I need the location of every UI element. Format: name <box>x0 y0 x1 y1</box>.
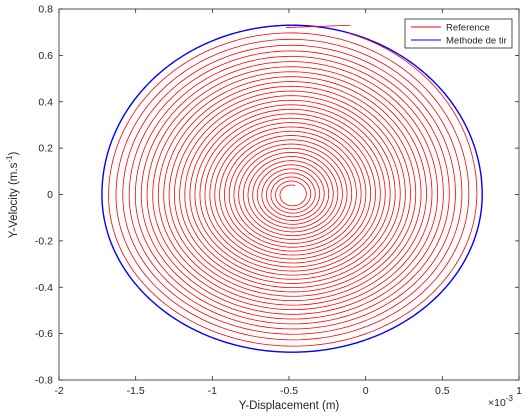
y-tick-label: -0.6 <box>35 328 53 340</box>
legend-label-reference: Reference <box>446 23 490 34</box>
y-tick-label: -0.8 <box>35 375 53 387</box>
svg-text:×10-3: ×10-3 <box>488 394 513 409</box>
y-tick-label: 0.6 <box>38 50 53 62</box>
y-axis-title-group: Y-Velocity (m.s-1) <box>5 152 20 239</box>
x-multiplier-base: ×10 <box>488 397 506 409</box>
x-tick-label: -1.5 <box>127 385 145 397</box>
tick-layer: -2 -1.5 -1 -0.5 0 0.5 1 -0.8 -0.6 -0.4 -0.2 0 0.2 0.4… <box>35 4 522 398</box>
legend: Reference Methode de tir <box>404 18 513 49</box>
legend-box <box>404 18 513 49</box>
y-axis-title-main: Y-Velocity (m.s <box>8 162 20 238</box>
x-axis-title: Y-Displacement (m) <box>239 400 340 412</box>
y-axis-title: Y-Velocity (m.s-1) <box>5 152 20 239</box>
y-tick-label: 0.2 <box>38 143 53 155</box>
series-line-methode-de-tir <box>101 24 483 353</box>
x-tick-label: 0 <box>363 385 369 397</box>
x-tick-label: 1 <box>516 385 522 397</box>
x-tick-label: 0.5 <box>435 385 450 397</box>
x-tick-label: -2 <box>54 385 63 397</box>
x-multiplier-exponent: -3 <box>506 394 514 403</box>
y-tick-label: 0.4 <box>38 96 53 108</box>
y-axis-title-exponent: -1 <box>5 155 14 163</box>
y-tick-label: 0 <box>47 189 53 201</box>
y-tick-label: -0.2 <box>35 235 53 247</box>
x-tick-label: -0.5 <box>280 385 298 397</box>
series-line-reference <box>108 24 478 347</box>
x-tick-label: -1 <box>208 385 217 397</box>
legend-label-methode-de-tir: Methode de tir <box>446 36 507 47</box>
x-multiplier: ×10-3 <box>488 394 513 409</box>
y-tick-label: 0.8 <box>38 4 53 16</box>
series-layer <box>101 24 483 353</box>
x-axis-title-group: Y-Displacement (m) <box>239 400 340 412</box>
y-axis-title-close: ) <box>8 152 20 156</box>
y-tick-label: -0.4 <box>35 282 53 294</box>
